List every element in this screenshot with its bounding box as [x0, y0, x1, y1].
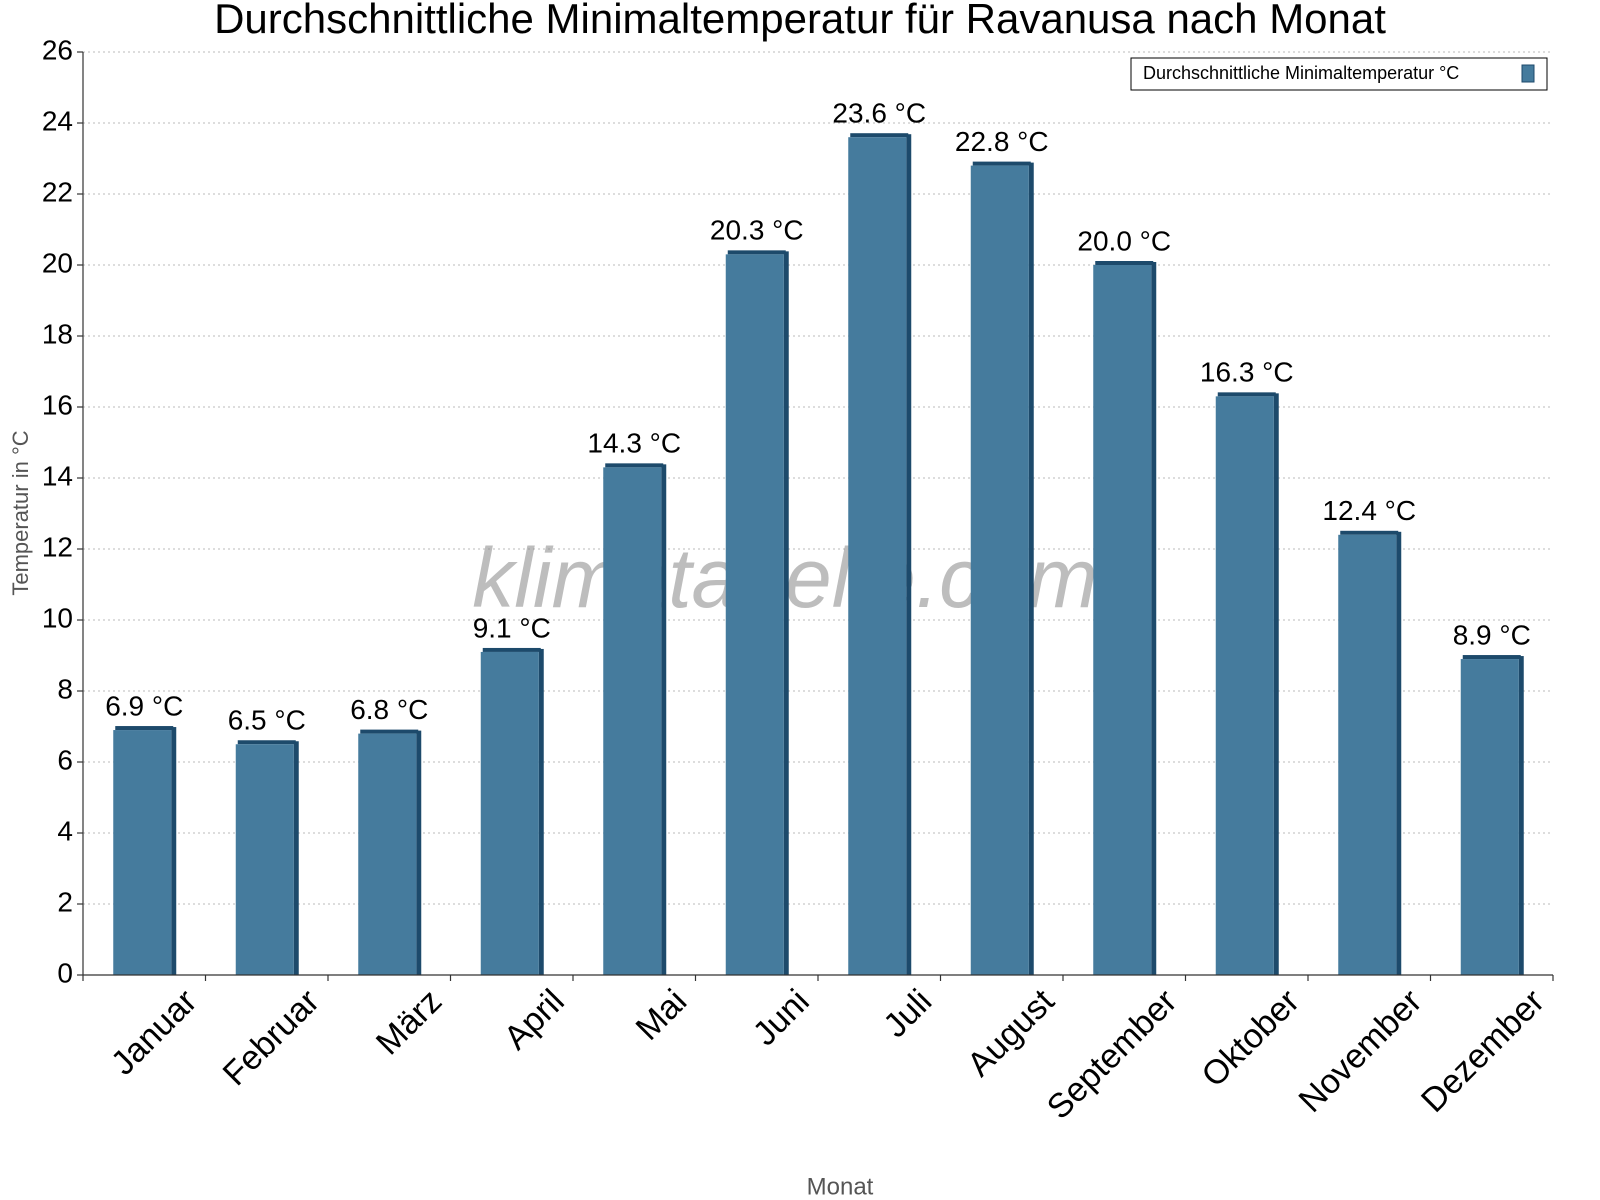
value-label: 20.0 °C	[1077, 225, 1171, 256]
bar	[970, 165, 1029, 976]
bar	[480, 651, 539, 975]
x-tick-label: März	[369, 982, 449, 1062]
x-tick-label: August	[960, 982, 1062, 1084]
bar-side	[661, 464, 667, 975]
legend-box	[1130, 57, 1548, 91]
value-label: 16.3 °C	[1200, 357, 1294, 388]
bar-top	[1340, 530, 1399, 535]
bar-top	[727, 250, 786, 255]
x-tick-label: Juli	[876, 982, 939, 1045]
x-tick-label: November	[1291, 982, 1429, 1120]
bar	[235, 744, 294, 975]
legend: Durchschnittliche Minimaltemperatur °C	[1130, 57, 1548, 91]
bar-top	[115, 726, 174, 731]
legend-label: Durchschnittliche Minimaltemperatur °C	[1143, 63, 1459, 83]
bar	[1215, 396, 1274, 976]
value-label: 9.1 °C	[473, 612, 551, 643]
bar-side	[1273, 393, 1279, 976]
bar-top	[1095, 261, 1154, 265]
bar-side	[171, 727, 177, 975]
legend-swatch	[1521, 64, 1535, 83]
bar-top	[1462, 655, 1521, 660]
x-tick-label: September	[1040, 982, 1184, 1126]
bar-top	[237, 740, 296, 745]
bar-side	[1396, 531, 1402, 975]
value-label: 23.6 °C	[832, 98, 926, 129]
y-tick-label: 16	[42, 389, 73, 420]
y-tick-label: 4	[57, 815, 73, 846]
bar	[848, 137, 907, 975]
bar	[1338, 534, 1397, 975]
bar-top	[850, 133, 909, 138]
y-tick-label: 22	[42, 176, 73, 207]
value-label: 22.8 °C	[955, 126, 1049, 157]
y-tick-label: 12	[42, 531, 73, 562]
bar-side	[1518, 656, 1524, 975]
y-tick-label: 6	[57, 744, 73, 775]
y-tick-label: 10	[42, 602, 73, 633]
value-label: 6.8 °C	[350, 694, 428, 725]
x-tick-label: April	[497, 982, 572, 1057]
bar-side	[783, 251, 789, 976]
bar-top	[482, 647, 541, 652]
x-axis-title: Monat	[807, 1173, 874, 1200]
x-tick-label: Dezember	[1414, 982, 1552, 1120]
y-tick-label: 14	[42, 460, 73, 491]
value-label: 12.4 °C	[1322, 495, 1416, 526]
bar-top	[1217, 392, 1276, 397]
bar-top	[972, 161, 1031, 166]
y-axis-title: Temperatur in °C	[8, 430, 33, 595]
y-tick-label: 0	[57, 957, 73, 988]
bar-top	[360, 729, 419, 734]
value-label: 8.9 °C	[1453, 619, 1531, 650]
y-tick-label: 24	[42, 105, 73, 136]
bar	[1460, 659, 1519, 975]
x-tick-label: Juni	[746, 982, 817, 1053]
bar	[358, 733, 417, 975]
bar-side	[416, 730, 422, 975]
x-tick-label: Januar	[104, 982, 204, 1082]
value-label: 14.3 °C	[587, 428, 681, 459]
y-tick-label: 8	[57, 673, 73, 704]
value-label: 6.9 °C	[105, 690, 183, 721]
chart-title: Durchschnittliche Minimaltemperatur für …	[214, 0, 1386, 42]
bar	[725, 254, 784, 976]
bar-side	[1151, 262, 1157, 975]
x-tick-label: Februar	[216, 982, 327, 1093]
bar-side	[1028, 162, 1034, 976]
bar	[603, 467, 662, 975]
y-tick-label: 2	[57, 886, 73, 917]
bar-side	[293, 741, 299, 975]
bar-side	[538, 648, 544, 975]
bar	[113, 730, 172, 975]
bar	[1093, 265, 1152, 975]
value-label: 6.5 °C	[228, 705, 306, 736]
x-tick-label: Mai	[629, 982, 695, 1048]
y-tick-label: 26	[42, 34, 73, 65]
y-tick-label: 18	[42, 318, 73, 349]
value-label: 20.3 °C	[710, 215, 804, 246]
bar-top	[605, 463, 664, 468]
bar-side	[906, 134, 912, 975]
x-tick-label: Oktober	[1194, 982, 1306, 1094]
y-tick-label: 20	[42, 247, 73, 278]
